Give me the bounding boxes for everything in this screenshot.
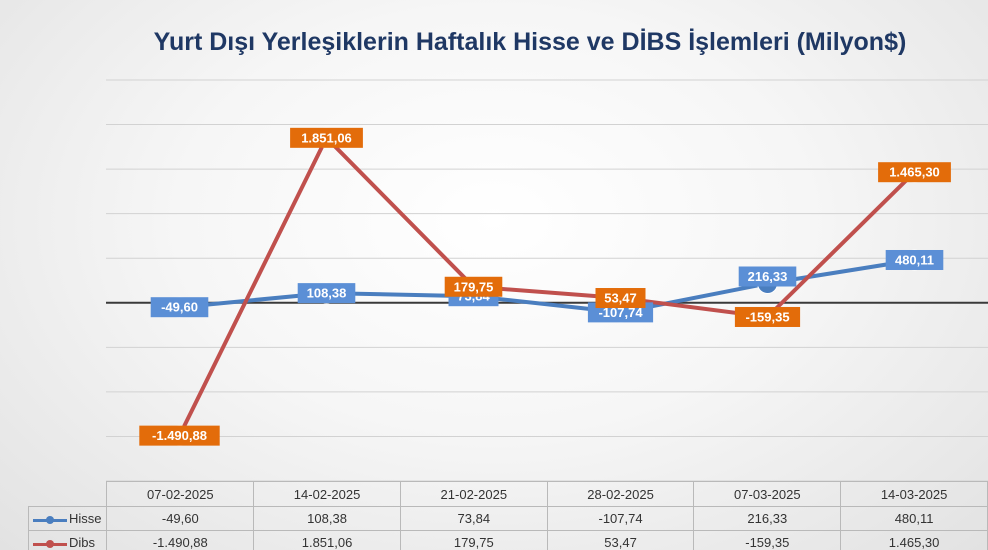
- data-table-header-row: 07-02-2025 14-02-2025 21-02-2025 28-02-2025…: [28, 481, 988, 507]
- category-label: 21-02-2025: [399, 481, 548, 507]
- legend-marker-hisse: [33, 515, 67, 525]
- plot-area: -49,60108,3873,84-107,74216,33480,11-1.4…: [106, 79, 988, 481]
- data-label-box: [738, 266, 797, 287]
- data-label-dibs: -1.490,88: [139, 425, 220, 446]
- data-table-value-dibs: 53,47: [546, 530, 695, 550]
- data-table-value-dibs: 1.465,30: [840, 530, 988, 550]
- category-label: 14-02-2025: [253, 481, 401, 507]
- data-label-box: [444, 276, 503, 297]
- legend-entry-hisse: Hisse: [27, 506, 108, 531]
- data-table-value-dibs: 1.851,06: [253, 530, 401, 550]
- legend-marker-dibs: [33, 539, 67, 549]
- data-label-text: -107,74: [598, 305, 643, 320]
- category-label: 28-02-2025: [546, 481, 695, 507]
- data-label-text: -159,35: [745, 309, 789, 324]
- legend-label-dibs: Dibs: [69, 535, 96, 550]
- data-table-value-hisse: -107,74: [546, 506, 695, 531]
- data-table-value-hisse: -49,60: [106, 506, 255, 531]
- data-table-value-dibs: -1.490,88: [106, 530, 255, 550]
- data-table-value-hisse: 108,38: [253, 506, 401, 531]
- data-label-text: 216,33: [748, 269, 788, 284]
- data-label-box: [885, 249, 944, 270]
- data-label-dibs: 53,47: [595, 288, 646, 309]
- legend-label-hisse: Hisse: [69, 511, 102, 526]
- data-label-text: 1.851,06: [301, 130, 352, 145]
- category-label: 07-03-2025: [693, 481, 842, 507]
- data-label-box: [150, 297, 209, 318]
- data-label-hisse: 108,38: [297, 283, 356, 304]
- data-table-corner: [28, 481, 108, 507]
- data-table-value-dibs: -159,35: [693, 530, 842, 550]
- data-label-text: 1.465,30: [889, 165, 940, 180]
- data-table: 07-02-2025 14-02-2025 21-02-2025 28-02-2025…: [27, 481, 988, 550]
- series-line-hisse: [179, 258, 915, 315]
- data-label-box: [290, 127, 363, 148]
- data-label-hisse: -49,60: [150, 297, 209, 318]
- data-table-value-hisse: 73,84: [399, 506, 548, 531]
- data-label-box: [139, 425, 220, 446]
- data-label-text: -1.490,88: [152, 428, 207, 443]
- data-label-hisse: 216,33: [738, 266, 797, 287]
- gridlines: [106, 79, 988, 481]
- data-table-value-hisse: 216,33: [693, 506, 842, 531]
- data-label-box: [595, 288, 646, 309]
- data-label-dibs: -159,35: [734, 306, 801, 327]
- category-label: 14-03-2025: [840, 481, 988, 507]
- chart-title: Yurt Dışı Yerleşiklerin Haftalık Hisse v…: [153, 28, 907, 56]
- data-label-dibs: 1.465,30: [878, 162, 951, 183]
- data-label-box: [878, 162, 951, 183]
- data-label-text: 179,75: [454, 279, 494, 294]
- data-label-text: -49,60: [161, 300, 198, 315]
- data-table-value-dibs: 179,75: [399, 530, 548, 550]
- legend-entry-dibs: Dibs: [27, 530, 108, 550]
- data-label-text: 480,11: [895, 252, 934, 267]
- data-table-row-dibs: Dibs -1.490,88 1.851,06 179,75 53,47 -159,35…: [27, 530, 988, 550]
- data-label-dibs: 179,75: [444, 276, 503, 297]
- data-table-row-hisse: Hisse -49,60 108,38 73,84 -107,74 216,33 480,…: [27, 506, 988, 531]
- data-table-value-hisse: 480,11: [840, 506, 988, 531]
- data-label-box: [734, 306, 801, 327]
- data-label-box: [297, 283, 356, 304]
- data-label-text: 108,38: [307, 286, 347, 301]
- data-label-dibs: 1.851,06: [290, 127, 363, 148]
- series-line-dibs: [177, 135, 916, 437]
- data-label-text: 53,47: [604, 291, 637, 306]
- data-label-hisse: 480,11: [885, 249, 944, 270]
- category-label: 07-02-2025: [106, 481, 255, 507]
